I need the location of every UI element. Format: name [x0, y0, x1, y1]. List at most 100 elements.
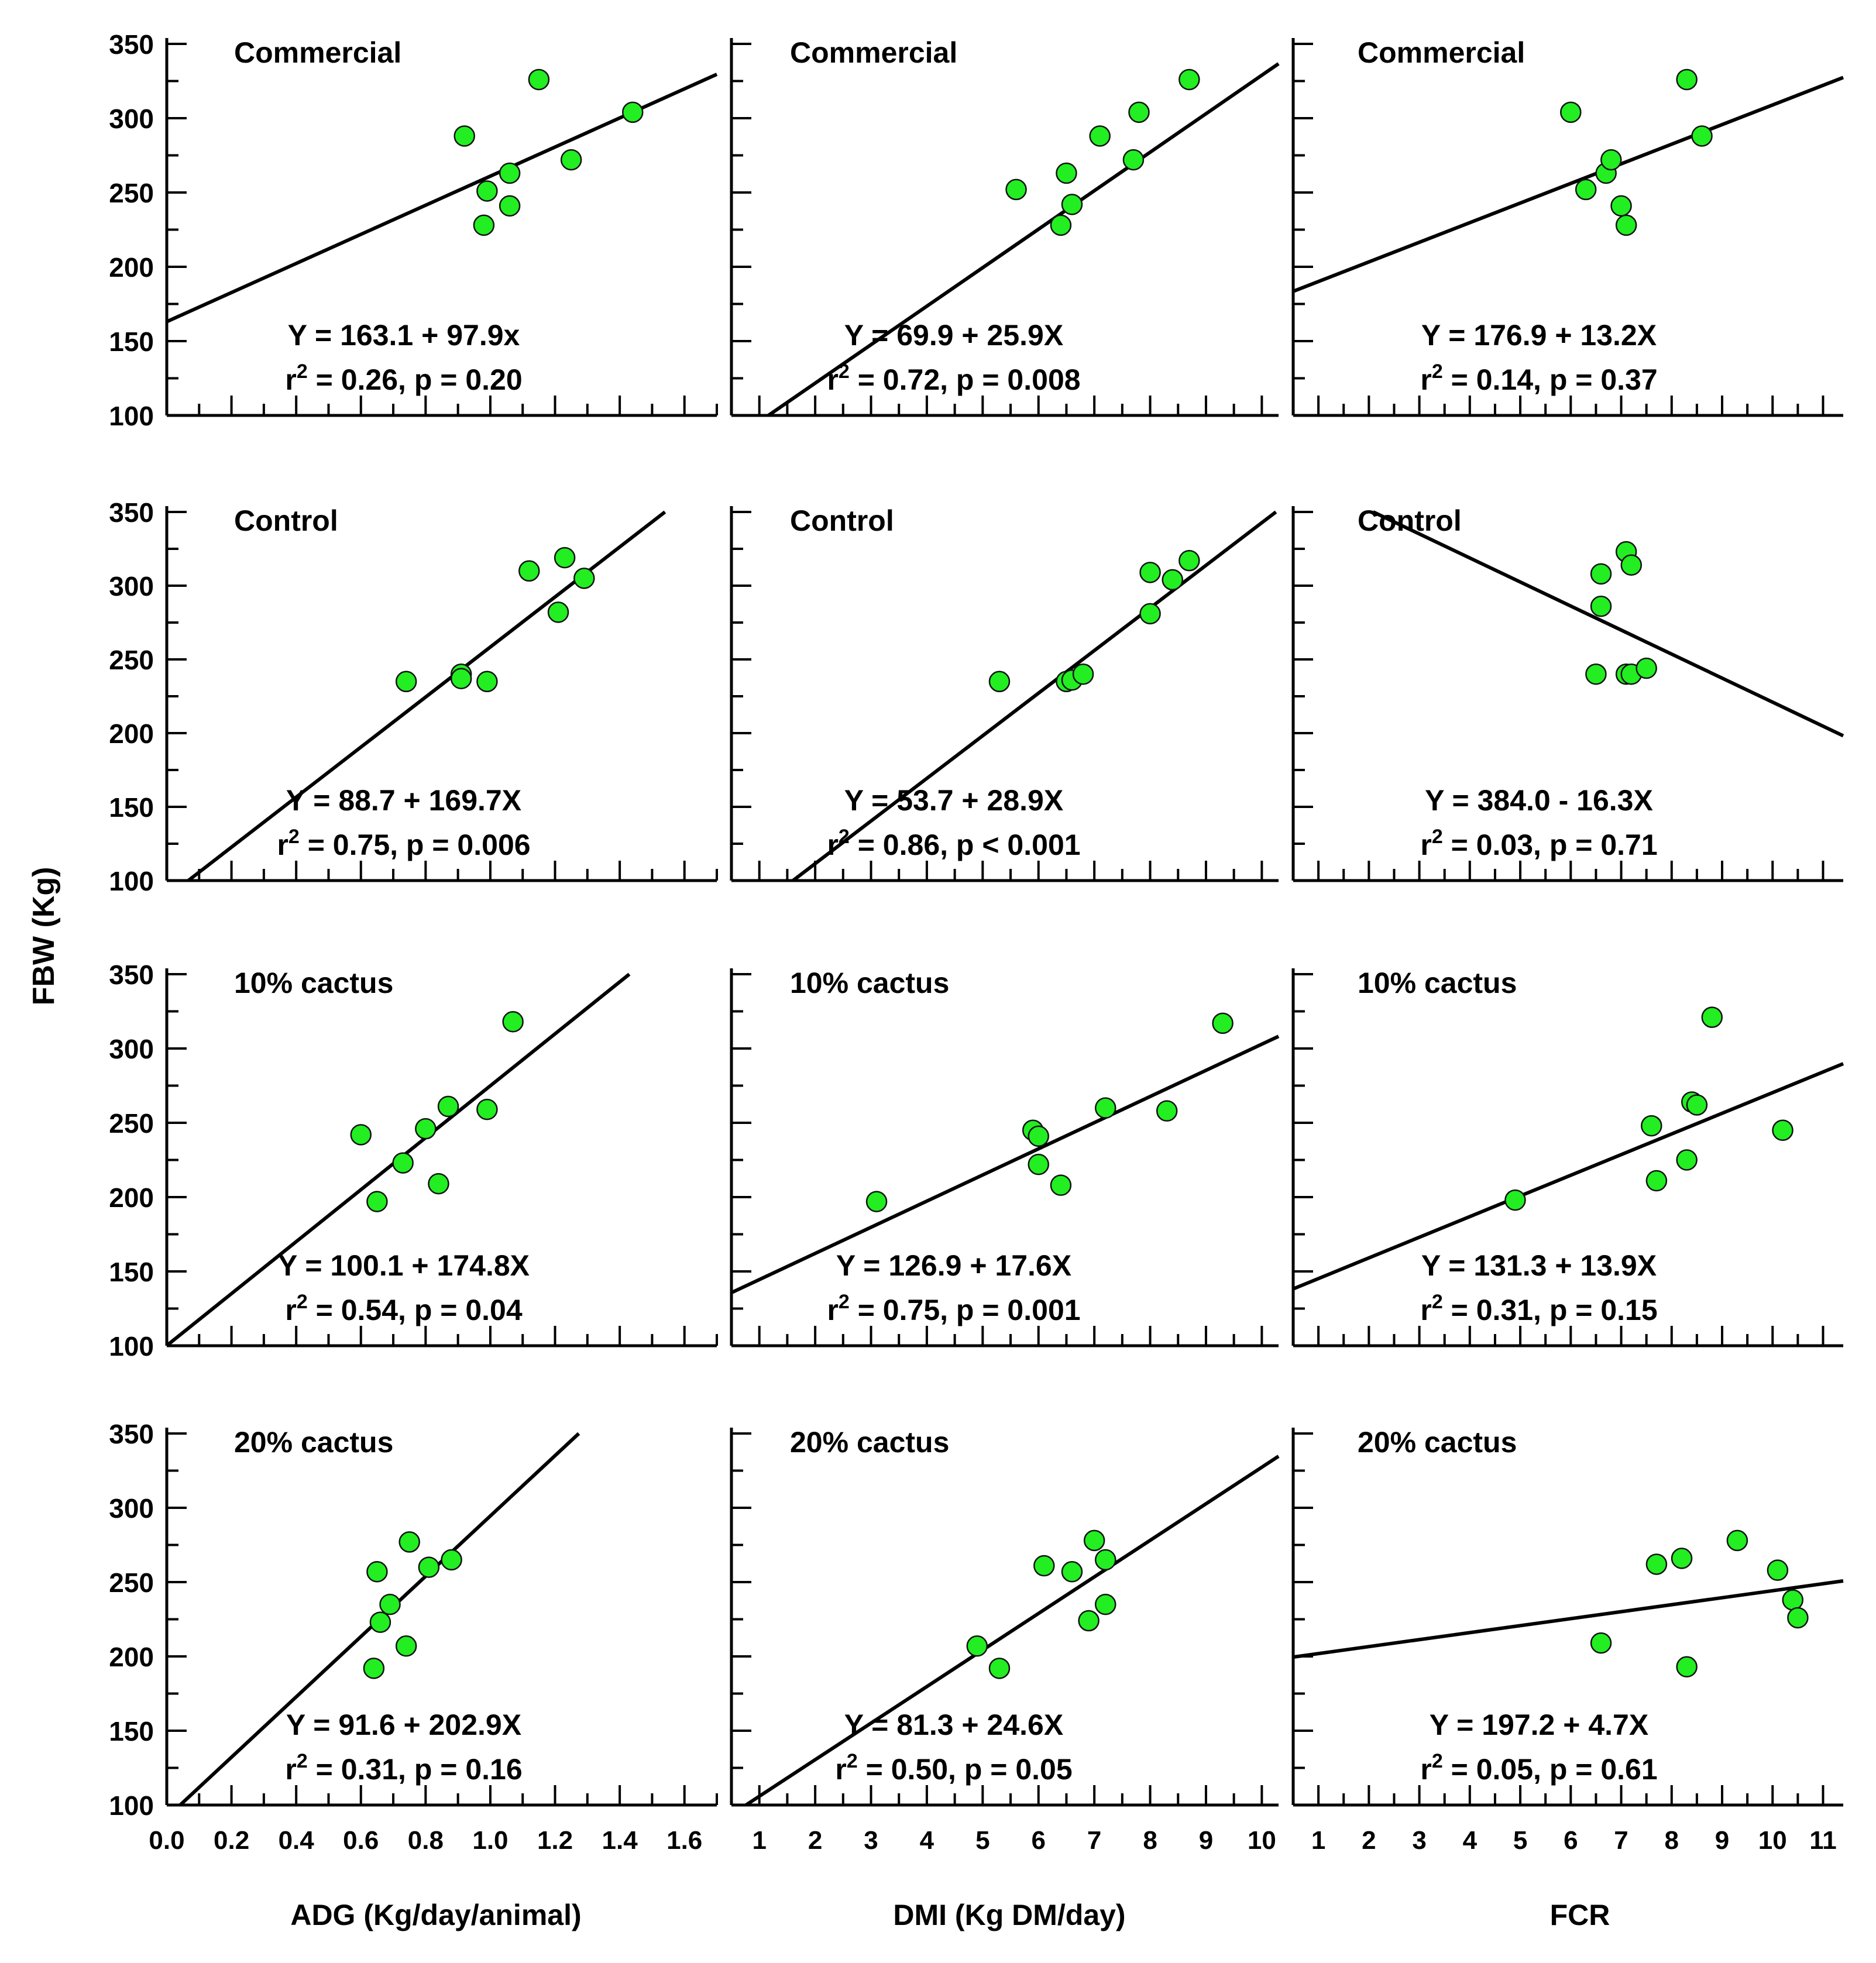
y-tick-label: 350 [109, 497, 154, 528]
r-symbol: r [1420, 363, 1431, 396]
data-point [1061, 1560, 1083, 1583]
y-tick-label: 100 [109, 1790, 154, 1821]
data-point [1767, 1559, 1789, 1581]
r-squared-superscript: 2 [297, 1291, 308, 1313]
x-tick-label-fcr: 11 [1809, 1826, 1837, 1855]
stats-text: = 0.14, p = 0.37 [1443, 363, 1658, 396]
r-symbol: r [285, 1753, 296, 1786]
y-tick-label: 200 [109, 1642, 154, 1672]
data-point [518, 560, 540, 582]
r-squared-superscript: 2 [839, 360, 850, 383]
data-point [366, 1191, 388, 1212]
data-point [1590, 563, 1612, 585]
y-tick-label: 250 [109, 178, 154, 208]
data-point [476, 1098, 498, 1120]
x-tick-label-fcr: 8 [1665, 1826, 1679, 1855]
data-point [1772, 1119, 1793, 1141]
data-point [1676, 68, 1698, 91]
y-tick-label: 350 [109, 1419, 154, 1449]
data-point [554, 546, 576, 569]
data-point [1782, 1589, 1804, 1611]
data-point [1028, 1125, 1049, 1147]
data-point [415, 1118, 437, 1140]
r-squared-superscript: 2 [288, 826, 300, 848]
panel-title: Commercial [1358, 36, 1525, 69]
panel-control-adg: 100 150 200 250 300 350 Control Y = 88.7 + 169.… [109, 497, 718, 896]
y-tick-label: 200 [109, 1182, 154, 1213]
x-tick-label-adg: 0.8 [408, 1826, 444, 1855]
regression-stats: r2 = 0.75, p = 0.006 [277, 826, 530, 861]
r-symbol: r [277, 828, 288, 861]
data-point [1083, 1529, 1105, 1552]
panel-title: Commercial [790, 36, 957, 69]
data-point [1178, 68, 1200, 91]
regression-line [1293, 1579, 1844, 1659]
panel-title: Commercial [234, 36, 401, 69]
panel-title: 10% cactus [790, 967, 949, 999]
data-point [1590, 1632, 1612, 1654]
data-point [1676, 1656, 1698, 1678]
data-point [1560, 101, 1582, 123]
stats-text: = 0.72, p = 0.008 [850, 363, 1081, 396]
y-tick-label: 300 [109, 1493, 154, 1524]
regression-equation: Y = 69.9 + 25.9X [844, 319, 1063, 352]
regression-stats: r2 = 0.54, p = 0.04 [285, 1291, 523, 1326]
y-tick-label: 350 [109, 960, 154, 990]
regression-equation: Y = 197.2 + 4.7X [1430, 1708, 1648, 1741]
x-tick-label-dmi: 1 [752, 1826, 766, 1855]
regression-equation: Y = 176.9 + 13.2X [1421, 319, 1657, 352]
panel-title: Control [1358, 504, 1462, 537]
regression-equation: Y = 131.3 + 13.9X [1421, 1249, 1657, 1282]
x-tick-label-fcr: 9 [1715, 1826, 1729, 1855]
panel-10pct-cactus-adg: 100 150 200 250 300 350 10% cactus Y = 100.1 + … [109, 960, 718, 1362]
r-symbol: r [285, 363, 296, 396]
y-tick-label: 300 [109, 571, 154, 601]
data-point [1178, 549, 1200, 572]
stats-text: = 0.05, p = 0.61 [1443, 1753, 1658, 1786]
r-squared-superscript: 2 [1432, 1291, 1443, 1313]
data-point [379, 1593, 401, 1615]
x-tick-label-dmi: 6 [1032, 1826, 1046, 1855]
r-squared-superscript: 2 [847, 1750, 858, 1772]
data-point [1028, 1153, 1049, 1175]
regression-stats: r2 = 0.72, p = 0.008 [827, 360, 1080, 396]
data-point [1686, 1094, 1708, 1116]
data-point [1212, 1012, 1234, 1034]
data-point [450, 668, 472, 690]
panel-title: Control [790, 504, 894, 537]
stats-text: = 0.86, p < 0.001 [850, 828, 1081, 861]
r-symbol: r [1420, 1753, 1431, 1786]
data-point [398, 1531, 420, 1553]
regression-equation: Y = 88.7 + 169.7X [286, 784, 521, 817]
y-tick-label: 350 [109, 29, 154, 60]
regression-stats: r2 = 0.50, p = 0.05 [835, 1750, 1072, 1786]
regression-line [745, 1455, 1280, 1807]
data-point [476, 180, 498, 202]
stats-text: = 0.75, p = 0.006 [300, 828, 531, 861]
y-tick-label: 250 [109, 1108, 154, 1139]
data-point [1691, 125, 1713, 147]
data-point [350, 1124, 372, 1146]
y-axis-label: FBW (Kg) [27, 867, 61, 1006]
data-point [1676, 1149, 1698, 1171]
r-symbol: r [827, 363, 838, 396]
r-symbol: r [835, 1753, 846, 1786]
regression-stats: r2 = 0.26, p = 0.20 [285, 360, 522, 396]
regression-stats: r2 = 0.14, p = 0.37 [1420, 360, 1657, 396]
x-tick-label-dmi: 5 [975, 1826, 989, 1855]
data-point [1645, 1170, 1668, 1192]
data-point [1094, 1549, 1116, 1571]
panels: 100 150 200 250 300 350 Commercial Y = 163.1 + … [109, 29, 1844, 1855]
stats-text: = 0.26, p = 0.20 [308, 363, 523, 396]
regression-equation: Y = 100.1 + 174.8X [278, 1249, 530, 1282]
r-squared-superscript: 2 [297, 360, 308, 383]
x-axis-label-adg: ADG (Kg/day/animal) [290, 1899, 581, 1931]
data-point [621, 101, 644, 123]
r-symbol: r [827, 828, 838, 861]
x-tick-label-adg: 1.4 [602, 1826, 638, 1855]
data-point [1061, 194, 1083, 215]
r-symbol: r [1420, 828, 1431, 861]
data-point [1590, 596, 1612, 617]
x-tick-label-dmi: 4 [920, 1826, 934, 1855]
